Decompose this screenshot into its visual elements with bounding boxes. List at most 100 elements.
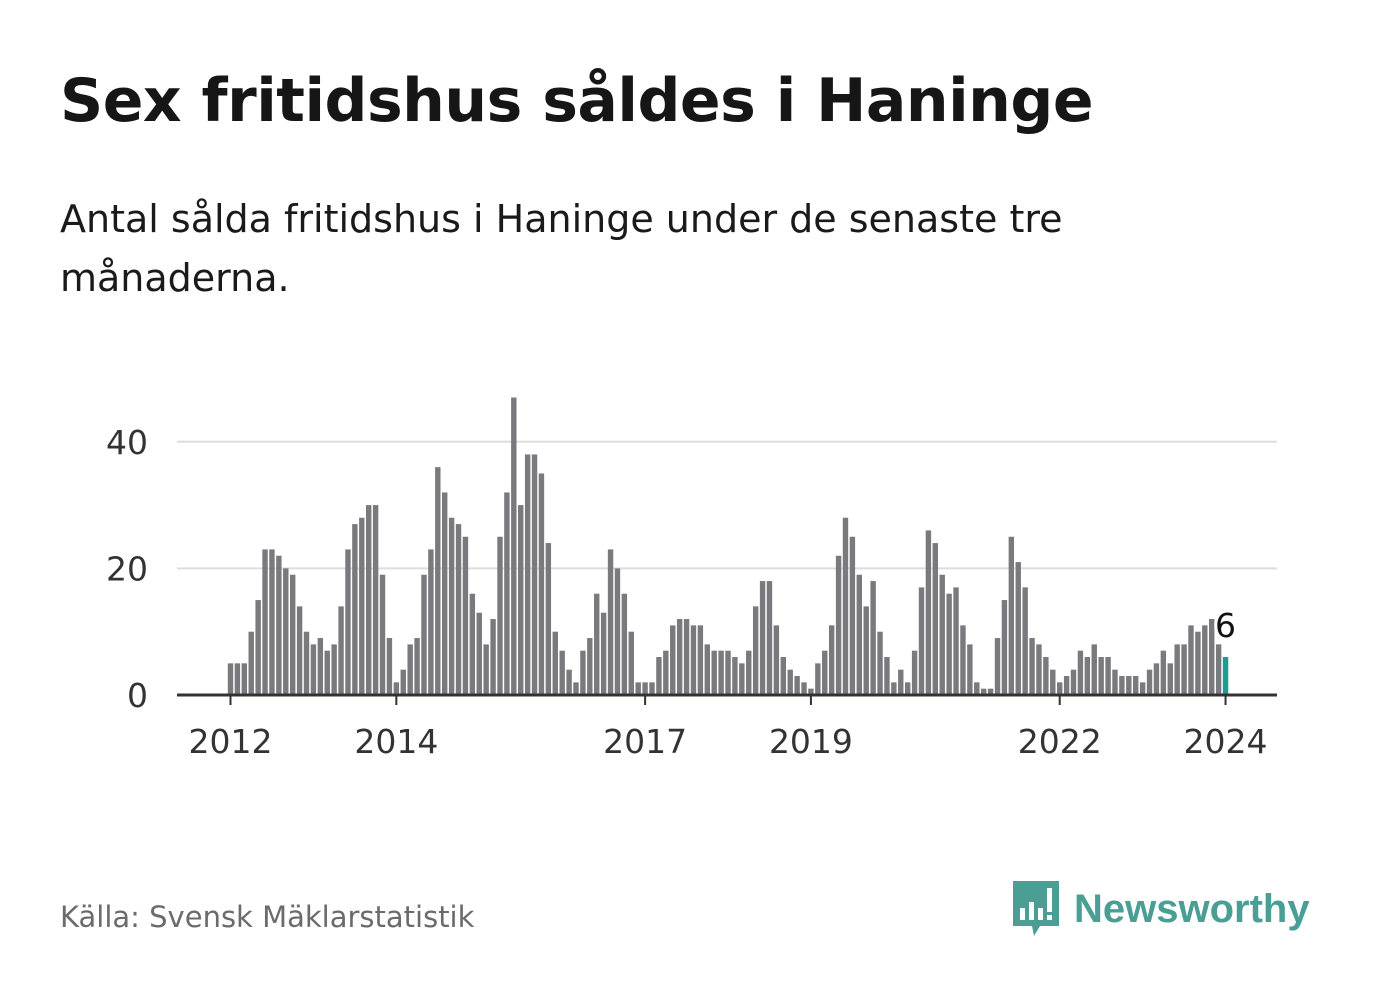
bar <box>1146 669 1153 695</box>
brand-logo: Newsworthy <box>1010 878 1310 940</box>
y-tick-label: 20 <box>106 549 148 588</box>
bar <box>1181 644 1187 695</box>
bar <box>372 505 379 695</box>
bar <box>656 657 662 695</box>
bar <box>345 549 351 695</box>
bar <box>870 581 876 695</box>
bar <box>960 625 966 695</box>
bar <box>1008 536 1015 695</box>
bar <box>801 682 807 695</box>
bar <box>559 650 565 695</box>
bar <box>849 536 856 695</box>
bar <box>448 517 455 695</box>
bar <box>234 663 241 695</box>
bar <box>1195 631 1201 695</box>
bar <box>642 682 648 695</box>
bar <box>1119 676 1125 695</box>
bar <box>490 619 496 695</box>
bar <box>255 600 261 695</box>
gridlines <box>177 440 1277 570</box>
bar <box>435 467 441 695</box>
brand-name: Newsworthy <box>1074 886 1310 931</box>
source-note: Källa: Svensk Mäklarstatistik <box>60 900 475 934</box>
bar <box>683 619 690 695</box>
bar <box>331 644 337 695</box>
bar <box>1070 669 1077 695</box>
bar <box>904 682 911 695</box>
bar <box>1167 663 1173 695</box>
bar <box>317 638 324 695</box>
bar <box>538 473 545 695</box>
annotations: 6 <box>1212 603 1239 648</box>
bar <box>1050 669 1056 695</box>
bar <box>739 663 745 695</box>
bar <box>884 657 890 695</box>
bar <box>808 688 814 695</box>
bar <box>1015 562 1021 695</box>
y-tick-label: 0 <box>127 676 148 715</box>
bar <box>324 650 330 695</box>
bar <box>1105 657 1111 695</box>
bar <box>1215 644 1222 695</box>
bar <box>455 524 462 695</box>
bar <box>932 543 939 695</box>
bar <box>511 397 517 695</box>
bar <box>676 619 683 695</box>
bar <box>248 631 254 695</box>
bar <box>1126 676 1132 695</box>
bar <box>891 682 897 695</box>
bar <box>428 549 434 695</box>
bar <box>607 549 614 695</box>
bar <box>946 593 952 695</box>
bar <box>752 606 759 695</box>
bar <box>289 574 296 695</box>
bar <box>1084 657 1091 695</box>
bar <box>1153 663 1160 695</box>
bar <box>1022 587 1028 695</box>
bar <box>939 574 945 695</box>
bar <box>918 587 925 695</box>
bar <box>524 454 531 695</box>
bar <box>911 650 918 695</box>
data-label: 6 <box>1215 606 1236 645</box>
bar <box>725 650 731 695</box>
bar <box>822 650 828 695</box>
bar <box>366 505 372 695</box>
bar <box>227 663 234 695</box>
bar <box>1057 682 1063 695</box>
bar <box>766 581 773 695</box>
bar <box>442 492 448 695</box>
bar <box>545 543 552 695</box>
bar <box>1098 657 1104 695</box>
bar <box>296 606 303 695</box>
bar <box>497 536 503 695</box>
bar <box>856 574 863 695</box>
bar <box>690 625 697 695</box>
bar-highlight <box>1222 657 1229 695</box>
bar <box>1077 650 1084 695</box>
bar <box>462 536 469 695</box>
bar <box>566 669 572 695</box>
bar <box>504 492 510 695</box>
bar <box>925 530 932 695</box>
bar <box>1036 644 1042 695</box>
bar <box>407 644 413 695</box>
bar <box>732 657 738 695</box>
bar <box>587 638 593 695</box>
bar <box>276 555 282 695</box>
chart-title: Sex fritidshus såldes i Haninge <box>60 66 1094 136</box>
x-tick-label: 2014 <box>354 722 438 761</box>
bar <box>241 663 248 695</box>
bar <box>1029 638 1035 695</box>
bar <box>1160 650 1167 695</box>
bar <box>269 549 275 695</box>
bar <box>379 574 386 695</box>
bar <box>614 568 621 695</box>
bar <box>352 524 358 695</box>
bar <box>421 574 427 695</box>
bar <box>262 549 268 695</box>
bar <box>1001 600 1008 695</box>
bar <box>303 631 310 695</box>
bar <box>815 663 821 695</box>
bar <box>987 688 994 695</box>
